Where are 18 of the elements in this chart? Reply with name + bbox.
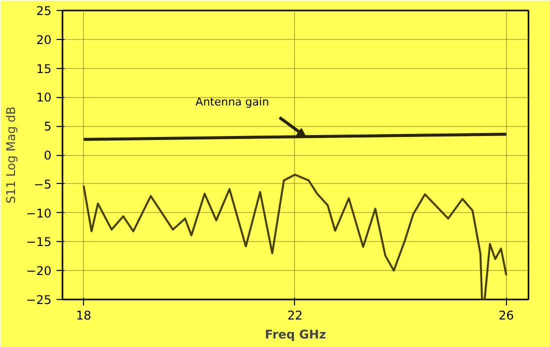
y-tick-label: −25 (26, 293, 52, 307)
y-tick-label: 10 (36, 90, 52, 105)
x-tick-label: 18 (76, 308, 92, 322)
y-tick-label: −15 (26, 235, 52, 250)
annotation: Antenna gain (196, 96, 270, 109)
y-tick-label: −10 (26, 206, 52, 220)
line-series (82, 174, 508, 300)
y-tick-label: 15 (36, 62, 52, 76)
x-axis-title: Freq GHz (264, 328, 326, 342)
y-tick-label: 0 (44, 148, 52, 162)
y-tick-label: 25 (36, 4, 52, 18)
y-tick-label: −5 (34, 177, 52, 192)
y-tick-label: −20 (26, 264, 52, 278)
y-tick-label: 5 (44, 120, 52, 134)
y-axis-title: S11 Log Mag dB (4, 106, 18, 204)
x-tick-label: 22 (287, 308, 303, 322)
x-tick-label: 26 (498, 308, 514, 322)
y-tick-label: 20 (36, 32, 52, 47)
